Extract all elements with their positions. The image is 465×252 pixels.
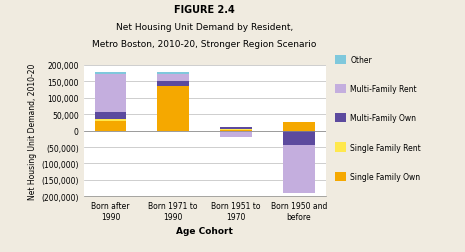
Bar	[95, 120, 126, 121]
Bar	[95, 74, 126, 113]
Bar	[158, 75, 189, 82]
Bar	[158, 86, 189, 87]
Bar	[95, 121, 126, 131]
Text: Net Housing Unit Demand by Resident,: Net Housing Unit Demand by Resident,	[116, 23, 293, 32]
Text: Multi-Family Own: Multi-Family Own	[350, 114, 416, 123]
Y-axis label: Net Housing Unit Demand, 2010-20: Net Housing Unit Demand, 2010-20	[28, 63, 37, 199]
Bar	[283, 122, 314, 123]
Text: FIGURE 2.4: FIGURE 2.4	[174, 5, 235, 15]
Text: Multi-Family Rent: Multi-Family Rent	[350, 85, 417, 94]
X-axis label: Age Cohort: Age Cohort	[176, 226, 233, 235]
Bar	[95, 113, 126, 120]
Text: Other: Other	[350, 56, 372, 65]
Bar	[283, 146, 314, 193]
Text: Metro Boston, 2010-20, Stronger Region Scenario: Metro Boston, 2010-20, Stronger Region S…	[93, 40, 317, 49]
Bar	[220, 131, 252, 138]
Bar	[220, 128, 252, 130]
Bar	[158, 73, 189, 75]
Bar	[283, 131, 314, 146]
Bar	[158, 87, 189, 131]
Bar	[220, 130, 252, 131]
Text: Single Family Rent: Single Family Rent	[350, 143, 421, 152]
Bar	[95, 73, 126, 74]
Text: Single Family Own: Single Family Own	[350, 172, 420, 181]
Bar	[283, 123, 314, 131]
Bar	[158, 82, 189, 86]
